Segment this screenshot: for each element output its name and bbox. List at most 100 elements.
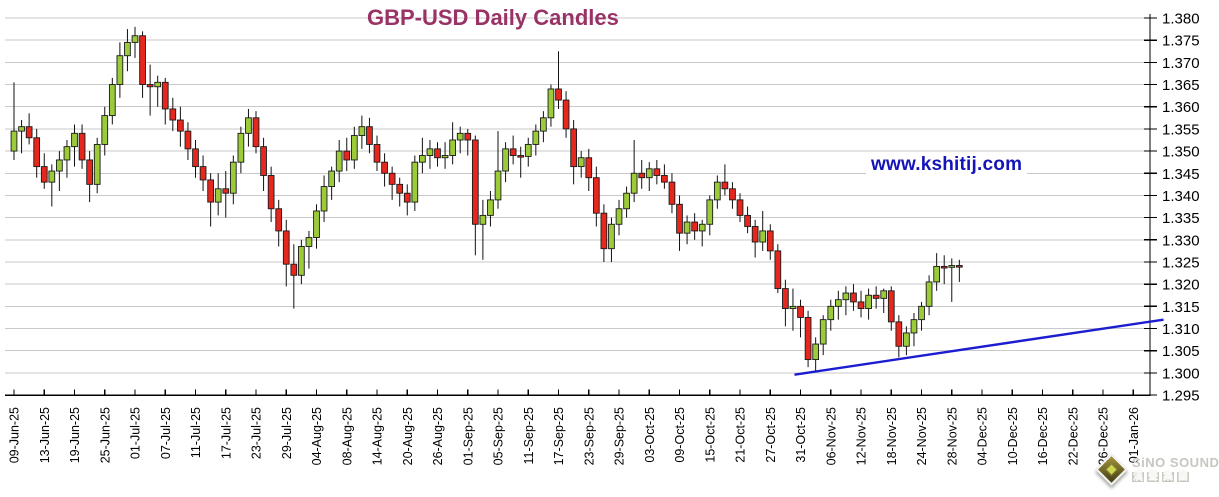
candle xyxy=(691,213,698,240)
svg-text:03-Oct-25: 03-Oct-25 xyxy=(643,407,657,463)
candle xyxy=(562,91,570,138)
candle xyxy=(789,288,797,331)
svg-text:12-Nov-25: 12-Nov-25 xyxy=(855,407,869,465)
candle xyxy=(630,139,638,203)
candle xyxy=(275,199,283,247)
candle xyxy=(570,120,577,185)
candle xyxy=(199,155,207,192)
y-axis-labels: 1.380 1.375 1.370 1.365 1.360 1.355 1.350 1.345… xyxy=(1144,11,1200,405)
candle xyxy=(260,137,267,192)
candle xyxy=(608,217,615,262)
candle xyxy=(116,42,124,98)
candle xyxy=(358,115,366,149)
diamond-logo-icon xyxy=(1095,452,1128,486)
candle xyxy=(540,111,547,143)
candle xyxy=(645,162,653,192)
candle xyxy=(343,137,351,172)
candle xyxy=(48,164,56,207)
candle xyxy=(245,108,252,147)
candle xyxy=(328,166,335,200)
candle xyxy=(668,173,676,214)
candle xyxy=(623,186,630,218)
svg-text:17-Sep-25: 17-Sep-25 xyxy=(552,407,566,465)
svg-text:10-Dec-25: 10-Dec-25 xyxy=(1006,407,1020,465)
candle xyxy=(298,239,305,285)
candle xyxy=(555,51,562,109)
candle xyxy=(736,193,744,223)
candle xyxy=(434,142,441,167)
candle xyxy=(721,164,729,196)
svg-text:13-Jun-25: 13-Jun-25 xyxy=(38,407,52,463)
svg-text:1.330: 1.330 xyxy=(1162,232,1200,249)
support-trendline xyxy=(794,318,1164,376)
candle xyxy=(350,126,358,169)
candle xyxy=(131,26,139,58)
candle xyxy=(683,215,691,245)
candle xyxy=(169,97,177,132)
svg-text:01-Jan-26: 01-Jan-26 xyxy=(1127,407,1141,463)
candle xyxy=(532,124,540,156)
candle xyxy=(154,75,162,107)
svg-text:1.315: 1.315 xyxy=(1162,299,1200,316)
svg-text:31-Oct-25: 31-Oct-25 xyxy=(794,407,808,463)
candle xyxy=(766,224,774,260)
svg-text:1.380: 1.380 xyxy=(1162,11,1200,28)
svg-text:01-Jul-25: 01-Jul-25 xyxy=(129,407,143,459)
svg-text:25-Jun-25: 25-Jun-25 xyxy=(98,407,112,463)
candle xyxy=(842,286,850,316)
candle xyxy=(18,120,25,154)
svg-text:08-Aug-25: 08-Aug-25 xyxy=(340,407,354,465)
svg-text:18-Nov-25: 18-Nov-25 xyxy=(885,407,899,465)
candle xyxy=(600,204,608,262)
svg-text:29-Sep-25: 29-Sep-25 xyxy=(613,407,627,465)
candle xyxy=(93,137,101,194)
candle xyxy=(146,64,154,116)
candle xyxy=(305,230,313,269)
candle xyxy=(797,299,804,338)
svg-text:07-Jul-25: 07-Jul-25 xyxy=(159,407,173,459)
gridlines xyxy=(5,17,1150,374)
svg-text:14-Aug-25: 14-Aug-25 xyxy=(371,407,385,465)
svg-text:1.335: 1.335 xyxy=(1162,210,1200,227)
candle xyxy=(880,288,888,313)
candle xyxy=(25,113,33,145)
candle xyxy=(774,244,782,294)
candle xyxy=(366,117,373,154)
svg-text:26-Aug-25: 26-Aug-25 xyxy=(431,407,445,465)
svg-text:05-Sep-25: 05-Sep-25 xyxy=(492,407,506,465)
svg-text:11-Jul-25: 11-Jul-25 xyxy=(189,407,203,458)
candle xyxy=(547,84,555,127)
svg-text:1.320: 1.320 xyxy=(1162,277,1200,294)
candle xyxy=(638,159,646,189)
candle xyxy=(615,199,623,236)
candle xyxy=(441,142,449,169)
candle xyxy=(661,164,668,189)
candle xyxy=(812,337,819,371)
candle xyxy=(819,315,827,356)
candle xyxy=(653,159,661,185)
svg-text:15-Oct-25: 15-Oct-25 xyxy=(703,407,717,463)
svg-text:11-Sep-25: 11-Sep-25 xyxy=(522,407,536,464)
candle xyxy=(517,146,525,178)
candle xyxy=(918,301,925,331)
svg-text:24-Nov-25: 24-Nov-25 xyxy=(915,407,929,465)
svg-text:20-Aug-25: 20-Aug-25 xyxy=(401,407,415,465)
candle xyxy=(494,131,502,209)
candle xyxy=(71,124,78,167)
candle xyxy=(955,259,963,282)
svg-text:23-Jul-25: 23-Jul-25 xyxy=(250,407,264,459)
candle xyxy=(214,173,222,216)
svg-text:04-Dec-25: 04-Dec-25 xyxy=(976,407,990,465)
candle xyxy=(676,195,683,251)
candle xyxy=(388,166,396,200)
candle xyxy=(729,182,736,209)
svg-text:1.295: 1.295 xyxy=(1162,388,1200,405)
candle xyxy=(782,279,789,327)
svg-text:28-Nov-25: 28-Nov-25 xyxy=(945,407,959,465)
watermark-link: www.kshitij.com xyxy=(866,153,1028,177)
candle xyxy=(252,111,260,154)
candle xyxy=(804,310,812,368)
candle xyxy=(426,139,434,169)
svg-text:1.375: 1.375 xyxy=(1162,33,1200,50)
